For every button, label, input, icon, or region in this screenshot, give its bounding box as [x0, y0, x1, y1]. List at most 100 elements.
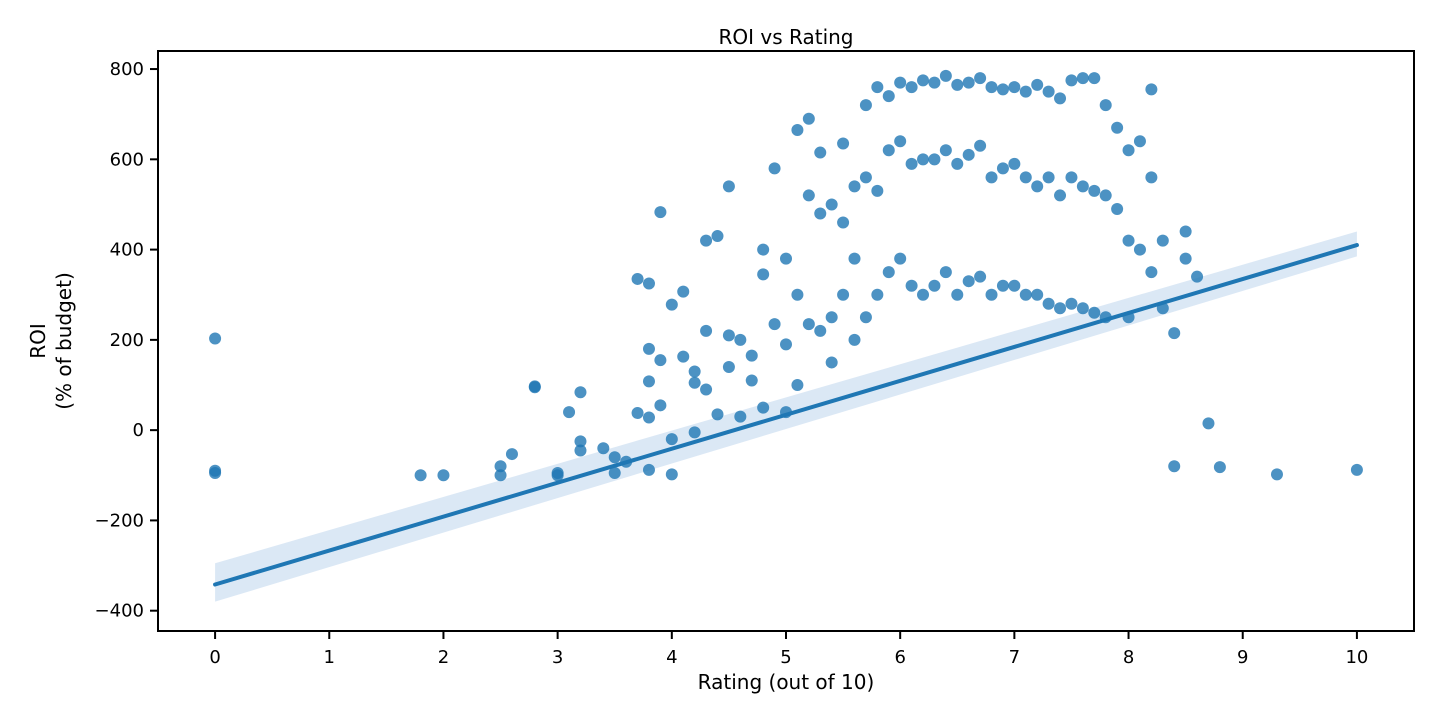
scatter-point [905, 157, 918, 170]
x-tick-label: 9 [1237, 647, 1248, 668]
scatter-point [700, 324, 713, 337]
scatter-point [631, 406, 644, 419]
scatter-point [505, 448, 518, 461]
scatter-point [700, 234, 713, 247]
scatter-point [734, 333, 747, 346]
scatter-point [814, 146, 827, 159]
scatter-point [1099, 99, 1112, 112]
scatter-point [928, 76, 941, 89]
scatter-point [814, 207, 827, 220]
scatter-point [642, 463, 655, 476]
scatter-point [734, 410, 747, 423]
scatter-point [802, 189, 815, 202]
scatter-point [894, 252, 907, 265]
scatter-point [722, 329, 735, 342]
y-tick-label: −200 [95, 510, 144, 531]
scatter-point [780, 338, 792, 351]
scatter-point [1111, 202, 1124, 215]
scatter-point [1145, 171, 1158, 184]
scatter-point [1145, 266, 1158, 279]
x-tick-label: 2 [438, 647, 449, 668]
scatter-point [1088, 306, 1101, 319]
scatter-point [1065, 297, 1078, 310]
scatter-point [1122, 234, 1135, 247]
scatter-point [1168, 460, 1181, 473]
scatter-point [745, 349, 758, 362]
y-axis-title: ROI (% of budget) [26, 272, 76, 410]
scatter-point [905, 279, 918, 292]
scatter-point [837, 137, 850, 150]
scatter-point [802, 318, 815, 331]
scatter-point [1213, 461, 1226, 474]
x-tick-label: 3 [552, 647, 563, 668]
scatter-point [962, 275, 975, 288]
y-tick-label: 400 [110, 240, 144, 261]
scatter-point [791, 379, 804, 392]
scatter-point [745, 374, 758, 387]
scatter-point [757, 401, 770, 414]
x-tick-label: 8 [1123, 647, 1134, 668]
scatter-point [642, 375, 655, 388]
scatter-point [1179, 225, 1192, 238]
scatter-point [848, 252, 861, 265]
scatter-point [437, 469, 450, 482]
y-axis-ticks: −400 −200 0 200 400 600 800 [95, 59, 158, 622]
scatter-point [951, 157, 964, 170]
scatter-point [665, 298, 678, 311]
scatter-point [711, 230, 724, 243]
scatter-point [825, 198, 838, 211]
scatter-point [722, 360, 735, 373]
scatter-point [768, 318, 781, 331]
scatter-point [871, 81, 884, 94]
scatter-point [1008, 81, 1021, 94]
scatter-point [1042, 171, 1055, 184]
scatter-point [528, 381, 541, 394]
scatter-point [1019, 85, 1032, 98]
scatter-point [631, 272, 644, 285]
scatter-point [1054, 302, 1067, 315]
scatter-point [1179, 252, 1192, 265]
scatter-point [951, 288, 964, 301]
scatter-point [974, 72, 987, 85]
x-tick-label: 0 [209, 647, 220, 668]
scatter-point [1008, 279, 1021, 292]
scatter-point [1042, 85, 1055, 98]
scatter-point [1042, 297, 1055, 310]
scatter-point [608, 451, 621, 464]
scatter-point [917, 74, 930, 87]
y-tick-label: 200 [110, 330, 144, 351]
scatter-point [962, 148, 975, 161]
scatter-point [871, 288, 884, 301]
scatter-point [894, 135, 907, 148]
scatter-point [802, 112, 815, 125]
y-tick-label: −400 [95, 601, 144, 622]
scatter-point [939, 69, 952, 82]
y-tick-label: 600 [110, 149, 144, 170]
scatter-point [780, 252, 792, 265]
scatter-point [928, 279, 941, 292]
scatter-point [1054, 92, 1067, 105]
x-tick-label: 5 [780, 647, 791, 668]
x-axis-ticks: 0 1 2 3 4 5 6 7 8 9 10 [209, 631, 1368, 668]
scatter-point [1099, 189, 1112, 202]
scatter-point [1019, 288, 1032, 301]
scatter-point [1076, 180, 1089, 193]
scatter-point [757, 243, 770, 256]
y-axis-title-line-1: ROI [26, 323, 50, 359]
scatter-point [928, 153, 941, 166]
scatter-point [1133, 243, 1146, 256]
scatter-point [825, 311, 838, 324]
scatter-point [1088, 184, 1101, 197]
y-axis-title-line-2: (% of budget) [52, 272, 76, 410]
scatter-point [905, 81, 918, 94]
scatter-point [1088, 72, 1101, 85]
scatter-point [677, 285, 690, 298]
scatter-point [551, 469, 564, 482]
scatter-point [1122, 144, 1135, 157]
scatter-point [1076, 72, 1089, 85]
scatter-point [757, 268, 770, 281]
scatter-point [574, 435, 587, 448]
regression-line-layer [213, 243, 1359, 587]
scatter-point [494, 469, 507, 482]
